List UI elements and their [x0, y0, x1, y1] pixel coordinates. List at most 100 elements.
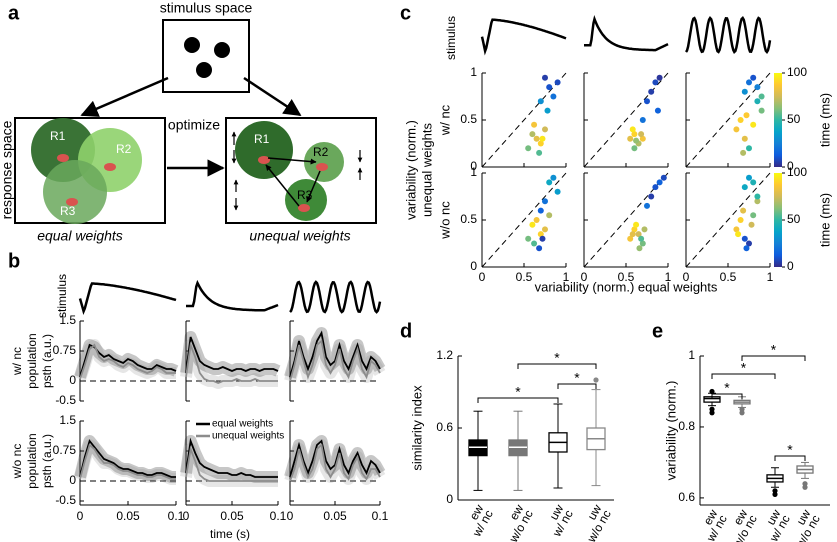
row-label: psth (a.u.): [40, 434, 54, 488]
point: [746, 79, 752, 86]
point: [533, 135, 540, 142]
x-tick-label: 0.05: [323, 509, 347, 523]
point: [542, 226, 548, 233]
point: [740, 149, 747, 156]
x-tick-label: uw: [764, 507, 784, 528]
x-tick-label: uw: [547, 502, 567, 523]
significance-label: *: [554, 350, 560, 366]
line: [289, 439, 381, 478]
y-tick-label: -0.5: [55, 393, 76, 407]
point: [754, 84, 761, 91]
response-center: [316, 163, 328, 171]
legend-label: unequal weights: [212, 431, 284, 442]
point: [741, 184, 748, 191]
line: [79, 439, 176, 478]
significance-bracket: [711, 373, 776, 379]
point: [546, 212, 553, 219]
x-tick-label: 0: [77, 509, 84, 523]
point: [639, 117, 646, 123]
x-tick-label: 0: [287, 509, 294, 523]
line: [79, 343, 176, 380]
row-label: w/o nc: [10, 444, 24, 480]
y-tick-label: 1.5: [59, 413, 76, 427]
point: [525, 235, 532, 242]
panel-label: a: [8, 2, 20, 24]
stimulus-box: [162, 19, 250, 93]
stimulus-trace: [584, 14, 669, 52]
response-center: [298, 204, 310, 212]
x-tick-label: ew: [701, 507, 721, 528]
x-axis-label: time (s): [210, 527, 250, 541]
point: [529, 221, 536, 228]
point: [750, 212, 757, 219]
x-tick-label: 0: [183, 509, 190, 523]
point: [627, 235, 634, 242]
point: [746, 240, 752, 247]
point: [531, 240, 538, 247]
point: [743, 245, 750, 252]
y-tick-label: 0.5: [460, 112, 477, 126]
point: [631, 145, 638, 152]
x-tick-label: 0.5: [618, 270, 635, 284]
significance-bracket: [774, 455, 806, 461]
point: [529, 131, 536, 138]
y-tick-label: 1.2: [436, 348, 453, 362]
point: [754, 198, 761, 205]
line: [79, 443, 176, 480]
point: [741, 135, 748, 142]
point: [554, 79, 561, 86]
caption: unequal weights: [249, 228, 350, 244]
point: [733, 126, 740, 133]
point: [758, 93, 765, 100]
point: [735, 231, 742, 238]
colorbar-tick-label: 50: [787, 112, 801, 126]
y-tick-label: 0.75: [53, 443, 77, 457]
point: [737, 217, 744, 223]
legend-label: equal weights: [212, 419, 273, 430]
response-field: [304, 142, 344, 182]
row-label: population: [25, 433, 39, 488]
point: [544, 107, 551, 114]
point: [636, 245, 643, 252]
y-tick-label: 1: [470, 165, 477, 179]
response-center: [104, 163, 116, 171]
line: [289, 339, 381, 382]
y-tick-label: 1: [470, 65, 477, 79]
significance-label: *: [741, 360, 747, 376]
x-tick-label: 0: [581, 270, 588, 284]
y-axis-label: variability (norm.): [403, 120, 418, 220]
colorbar: [774, 173, 782, 267]
node-label: R1: [50, 129, 66, 143]
y-axis-label: unequal weights: [419, 123, 434, 217]
point: [741, 235, 748, 242]
y-tick-label: -0.5: [55, 493, 76, 507]
point: [631, 226, 638, 233]
arrow: [267, 157, 317, 165]
x-tick-label: ew: [507, 502, 527, 523]
diagonal: [481, 172, 567, 268]
y-tick-label: 0.8: [678, 419, 695, 433]
point: [550, 93, 557, 100]
response-box: [225, 117, 377, 224]
optimize-label: optimize: [168, 117, 220, 133]
diagonal: [685, 172, 771, 268]
point: [629, 126, 636, 133]
row-label: w/ nc: [437, 104, 452, 136]
point: [652, 79, 659, 86]
point: [537, 207, 544, 214]
point: [546, 84, 553, 91]
response-box: [14, 117, 166, 224]
point: [531, 121, 538, 128]
y-tick-label: 0: [69, 373, 76, 387]
point: [542, 74, 548, 81]
y-tick-label: 0.6: [678, 490, 695, 504]
significance-label: *: [574, 370, 580, 386]
diagonal: [481, 72, 567, 168]
colorbar-tick-label: 0: [787, 259, 794, 273]
row-label: w/o nc: [437, 201, 452, 240]
x-tick-label: 0.1: [372, 509, 389, 523]
x-tick-label: 0.1: [168, 509, 185, 523]
point: [746, 145, 752, 152]
line: [185, 445, 278, 482]
